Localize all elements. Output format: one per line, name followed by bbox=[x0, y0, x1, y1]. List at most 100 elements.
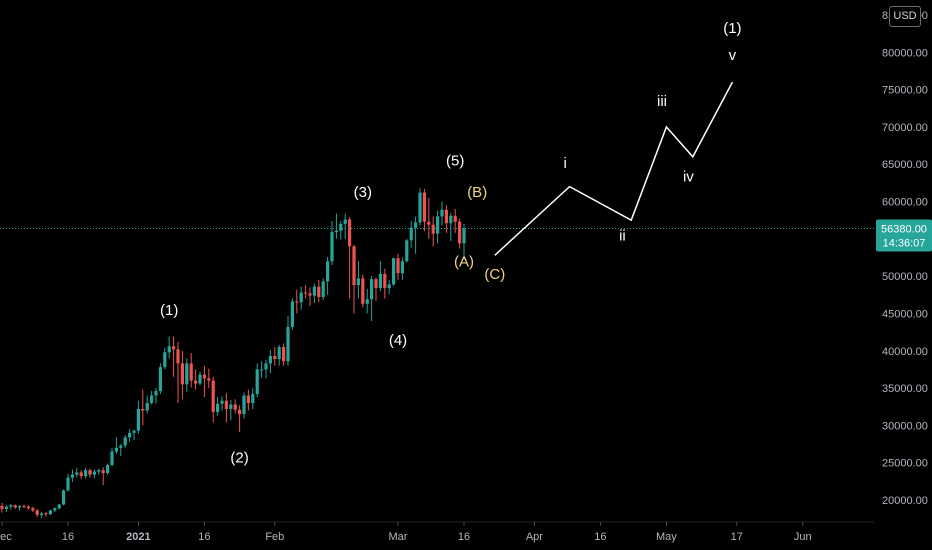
wave-label: (2) bbox=[230, 450, 248, 467]
candle-body bbox=[70, 474, 74, 478]
x-tick-label: 2021 bbox=[126, 531, 150, 543]
wave-label: (C) bbox=[484, 266, 505, 283]
candle-body bbox=[238, 409, 242, 415]
x-tick-label: Apr bbox=[526, 531, 543, 543]
x-tick-label: Dec bbox=[0, 531, 12, 543]
candle-body bbox=[66, 477, 70, 491]
x-tick-label: 17 bbox=[731, 531, 743, 543]
candle-body bbox=[405, 240, 409, 262]
wave-label: iii bbox=[657, 93, 667, 110]
candle-body bbox=[260, 369, 264, 371]
candle-body bbox=[119, 445, 123, 448]
y-tick-label: 45000.00 bbox=[882, 308, 928, 320]
candle-body bbox=[220, 400, 224, 404]
wave-label: i bbox=[564, 155, 567, 172]
candle-body bbox=[255, 369, 259, 395]
candle-body bbox=[167, 346, 171, 353]
candle-body bbox=[97, 470, 101, 472]
candle-body bbox=[53, 508, 57, 511]
candle-body bbox=[26, 506, 30, 509]
candle-body bbox=[57, 504, 61, 509]
y-tick-label: 60000.00 bbox=[882, 197, 928, 209]
candle-body bbox=[286, 326, 290, 362]
candle-body bbox=[268, 355, 272, 364]
candle-body bbox=[295, 301, 299, 303]
candle-body bbox=[128, 432, 132, 438]
candle-body bbox=[75, 472, 79, 475]
y-tick-label: 65000.00 bbox=[882, 159, 928, 171]
candle-body bbox=[387, 284, 391, 289]
candle-body bbox=[106, 464, 110, 474]
candle-body bbox=[114, 447, 118, 452]
candle-body bbox=[176, 349, 180, 364]
candle-body bbox=[141, 408, 145, 411]
candle-body bbox=[304, 292, 308, 294]
candle-body bbox=[330, 232, 334, 262]
candle-body bbox=[84, 470, 88, 477]
candle-body bbox=[233, 404, 237, 410]
candle-body bbox=[431, 224, 435, 234]
candle-body bbox=[9, 505, 13, 507]
candle-body bbox=[374, 279, 378, 289]
x-tick-label: 16 bbox=[62, 531, 74, 543]
wave-label: (3) bbox=[354, 184, 372, 201]
candle-body bbox=[40, 513, 44, 515]
candle-body bbox=[35, 510, 39, 515]
candle-body bbox=[453, 215, 457, 222]
candlestick-series bbox=[0, 188, 466, 518]
candle-body bbox=[48, 510, 52, 515]
candle-body bbox=[189, 363, 193, 381]
wave-label: iv bbox=[683, 168, 694, 185]
candle-body bbox=[427, 221, 431, 225]
candle-body bbox=[194, 380, 198, 384]
candle-body bbox=[13, 505, 17, 508]
candle-body bbox=[229, 404, 233, 409]
candle-body bbox=[458, 221, 462, 244]
candle-body bbox=[136, 408, 140, 431]
currency-button[interactable]: USD bbox=[889, 6, 921, 27]
candle-body bbox=[361, 278, 365, 304]
candle-body bbox=[326, 261, 330, 282]
candle-body bbox=[370, 279, 374, 300]
last-price-tag-background bbox=[876, 219, 932, 252]
candle-body bbox=[299, 292, 303, 303]
candle-body bbox=[216, 403, 220, 412]
candle-body bbox=[409, 227, 413, 241]
candle-body bbox=[356, 278, 360, 286]
candle-body bbox=[414, 222, 418, 228]
x-tick-label: 16 bbox=[458, 531, 470, 543]
y-tick-label: 35000.00 bbox=[882, 383, 928, 395]
candle-body bbox=[246, 395, 250, 403]
candle-body bbox=[158, 367, 162, 392]
time-axis[interactable]: Dec 16 2021 16 Feb Mar 16 Apr 16 May 17 Jun bbox=[0, 521, 874, 543]
last-price-tag: 56380.00 14:36:07 bbox=[876, 219, 932, 252]
candle-body bbox=[277, 347, 281, 359]
candle-body bbox=[207, 378, 211, 381]
candle-body bbox=[110, 451, 114, 465]
bar-countdown: 14:36:07 bbox=[883, 238, 926, 250]
candle-body bbox=[79, 472, 83, 477]
candle-body bbox=[352, 246, 356, 286]
candle-body bbox=[282, 347, 286, 362]
y-tick-label: 50000.00 bbox=[882, 271, 928, 283]
candle-body bbox=[273, 355, 277, 359]
candle-body bbox=[180, 363, 184, 385]
wave-label: ii bbox=[619, 227, 626, 244]
candle-body bbox=[400, 261, 404, 274]
candle-body bbox=[444, 209, 448, 224]
candle-body bbox=[436, 216, 440, 234]
candle-body bbox=[418, 192, 422, 223]
candle-body bbox=[308, 293, 312, 296]
last-price-value: 56380.00 bbox=[881, 224, 927, 236]
candle-body bbox=[132, 430, 136, 433]
wave-label: (B) bbox=[467, 184, 487, 201]
candle-body bbox=[185, 363, 189, 385]
candle-body bbox=[422, 192, 426, 222]
y-tick-label: 25000.00 bbox=[882, 458, 928, 470]
wave-projection-path bbox=[494, 81, 734, 256]
candle-body bbox=[62, 490, 66, 505]
candle-body bbox=[22, 505, 26, 507]
